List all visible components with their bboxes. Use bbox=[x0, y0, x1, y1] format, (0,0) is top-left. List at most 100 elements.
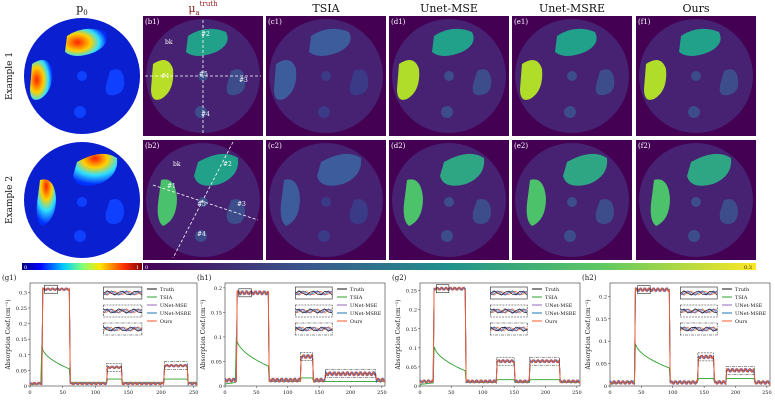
inset-line-truth bbox=[490, 326, 528, 332]
y-axis-label: Absorption Coef.(cm⁻¹) bbox=[5, 299, 12, 370]
column-title-mu: μatruth bbox=[188, 0, 218, 17]
organ-shape bbox=[563, 153, 608, 186]
x-tick-label: 0 bbox=[418, 390, 421, 396]
x-tick-label: 250 bbox=[189, 390, 199, 396]
y-tick-label: 0.1 bbox=[599, 339, 607, 345]
x-tick-label: 150 bbox=[314, 390, 324, 396]
legend-label: Ours bbox=[545, 319, 558, 325]
organ-shape bbox=[74, 230, 86, 242]
inset-line-unet_msre bbox=[680, 290, 718, 296]
roi-label: #2 bbox=[223, 161, 232, 168]
organ-shape bbox=[564, 106, 576, 118]
roi-label: #3 bbox=[237, 201, 246, 208]
organ-shape bbox=[317, 153, 362, 186]
image-panel: (e1) bbox=[512, 16, 632, 136]
zoom-box bbox=[164, 361, 188, 370]
series-line-tsia bbox=[224, 336, 385, 385]
legend-label: TSIA bbox=[545, 295, 558, 301]
plot-frame bbox=[609, 282, 771, 387]
organ-shape bbox=[318, 106, 330, 118]
image-panel: (b2) bk #1 #2 #3 #4 #5 bbox=[143, 140, 263, 260]
legend-label: UNet-MSRE bbox=[735, 311, 767, 317]
legend-label: UNet-MSE bbox=[160, 303, 188, 309]
organ-shape bbox=[441, 230, 453, 242]
organ-shape bbox=[321, 197, 331, 207]
roi-label: #4 bbox=[197, 231, 206, 238]
roi-label: #3 bbox=[239, 77, 248, 84]
organ-shape bbox=[526, 179, 546, 226]
roi-label: #1 bbox=[167, 183, 176, 190]
legend-label: UNet-MSRE bbox=[160, 311, 192, 317]
organ-shape bbox=[30, 60, 53, 100]
inset-line-truth bbox=[103, 308, 142, 314]
y-tick-label: 0 bbox=[604, 384, 607, 390]
x-tick-label: 200 bbox=[541, 390, 551, 396]
organ-shape bbox=[74, 106, 86, 118]
profile-line bbox=[172, 141, 234, 259]
organ-shape bbox=[679, 28, 721, 56]
organ-shape bbox=[318, 230, 330, 242]
organ-shape bbox=[309, 28, 351, 56]
inset-line-truth bbox=[295, 326, 333, 332]
inset-line-unet_msre bbox=[490, 290, 528, 296]
organ-shape bbox=[65, 28, 107, 56]
x-tick-label: 200 bbox=[156, 390, 166, 396]
legend-label: UNet-MSE bbox=[735, 303, 763, 309]
organ-shape bbox=[644, 60, 667, 100]
organ-shape bbox=[397, 60, 420, 100]
legend-label: Ours bbox=[160, 319, 173, 325]
inset-line-truth bbox=[680, 290, 718, 296]
x-tick-label: 0 bbox=[223, 390, 226, 396]
y-tick-label: 0.25 bbox=[406, 289, 417, 295]
inset-line-unet_msre bbox=[103, 290, 142, 296]
roi-label: bk bbox=[173, 161, 181, 168]
x-tick-label: 50 bbox=[253, 390, 259, 396]
panel-tag: (d2) bbox=[391, 142, 406, 150]
roi-label: #2 bbox=[201, 31, 210, 38]
x-tick-label: 150 bbox=[509, 390, 519, 396]
organ-shape bbox=[349, 199, 368, 224]
y-tick-label: 0.25 bbox=[16, 306, 27, 312]
y-tick-label: 0 bbox=[219, 384, 222, 390]
organ-shape bbox=[151, 60, 174, 100]
organ-shape bbox=[77, 197, 87, 207]
panel-tag: (a2) bbox=[24, 142, 38, 150]
organ-shape bbox=[719, 199, 738, 224]
zoom-box bbox=[106, 363, 122, 372]
legend-label: UNet-MSRE bbox=[545, 311, 577, 317]
chart-tag: (g2) bbox=[392, 274, 407, 282]
x-tick-label: 0 bbox=[608, 390, 611, 396]
zoom-box bbox=[300, 352, 314, 361]
inset-line-unet_mse bbox=[295, 326, 333, 332]
organ-shape bbox=[403, 179, 423, 226]
colorbar-max: 0.3 bbox=[744, 265, 752, 271]
roi-label: #5 bbox=[197, 201, 206, 208]
x-tick-label: 0 bbox=[28, 390, 31, 396]
inset-line-ours bbox=[103, 290, 143, 296]
organ-shape bbox=[650, 179, 670, 226]
image-panel: (d1) bbox=[389, 16, 509, 136]
x-tick-label: 200 bbox=[346, 390, 356, 396]
y-tick-label: 0.15 bbox=[211, 310, 222, 316]
panel-tag: (f2) bbox=[638, 142, 651, 150]
organ-shape bbox=[444, 71, 454, 81]
colorbar-min: 0 bbox=[24, 265, 27, 271]
y-tick-label: 0.2 bbox=[19, 322, 27, 328]
legend-label: UNet-MSE bbox=[545, 303, 573, 309]
panel-tag: (d1) bbox=[391, 18, 406, 26]
zoom-box bbox=[697, 352, 714, 362]
inset-line-truth bbox=[490, 308, 528, 314]
legend-label: Truth bbox=[735, 287, 750, 293]
organ-shape bbox=[105, 69, 125, 96]
inset-line-unet_msre bbox=[295, 290, 333, 296]
panel-tag: (a1) bbox=[24, 18, 38, 26]
row-label: Example 1 bbox=[5, 52, 15, 100]
line-chart: (g1) Absorption Coef.(cm⁻¹) 0 0.05 0.1 0.15 0.… bbox=[2, 274, 198, 396]
x-tick-label: 200 bbox=[731, 390, 741, 396]
x-tick-label: 150 bbox=[123, 390, 133, 396]
organ-shape bbox=[688, 230, 700, 242]
organ-shape bbox=[105, 199, 124, 224]
x-tick-label: 250 bbox=[762, 390, 772, 396]
colorbar-min: 0 bbox=[145, 265, 148, 271]
